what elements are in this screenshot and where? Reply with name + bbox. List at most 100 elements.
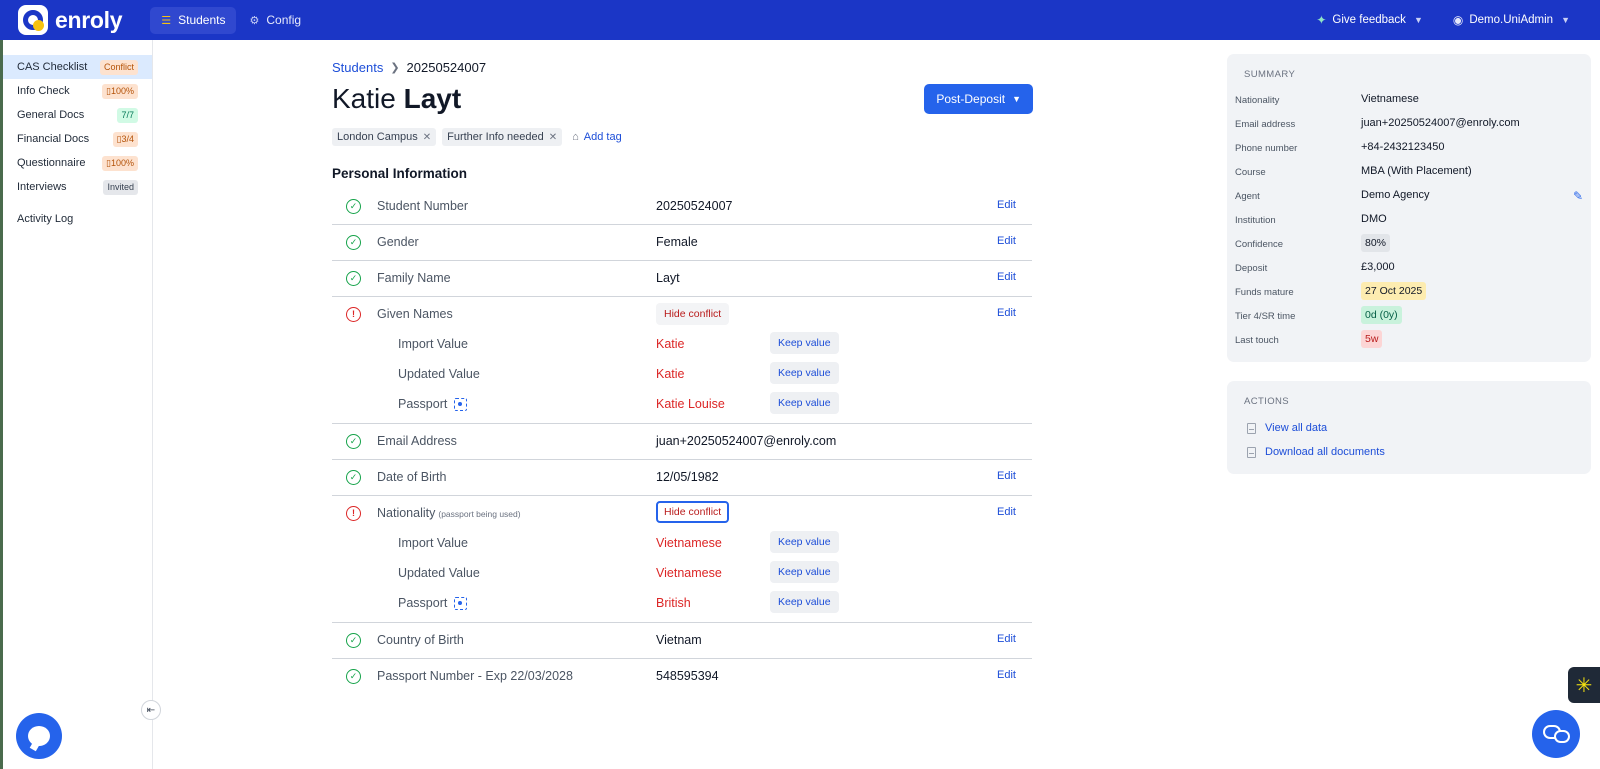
check-circle-icon: ✓ — [346, 271, 361, 286]
source-value: Katie — [656, 337, 685, 351]
summary-value: 0d (0y) — [1361, 306, 1402, 324]
check-circle-icon: ✓ — [346, 669, 361, 684]
edit-link[interactable]: Edit — [997, 470, 1016, 482]
field-row-email: ✓ Email Address juan+20250524007@enroly.… — [332, 424, 1032, 460]
keep-value-button[interactable]: Keep value — [770, 362, 839, 384]
summary-value: DMO — [1361, 213, 1387, 225]
tag-further-info: Further Info needed ✕ — [442, 128, 563, 146]
edit-link[interactable]: Edit — [997, 271, 1016, 283]
document-icon — [1247, 422, 1256, 434]
field-value: Layt — [656, 271, 680, 285]
field-value: 548595394 — [656, 669, 719, 683]
summary-key: Course — [1235, 167, 1266, 178]
field-note: (passport being used) — [438, 509, 521, 519]
field-row-gender: ✓ Gender Female Edit — [332, 225, 1032, 261]
source-label: Updated Value — [398, 566, 480, 580]
breadcrumb-current: 20250524007 — [406, 60, 487, 75]
check-circle-icon: ✓ — [346, 235, 361, 250]
edit-link[interactable]: Edit — [997, 669, 1016, 681]
sparkle-widget-icon[interactable]: ✳ — [1568, 667, 1600, 703]
field-label: Country of Birth — [377, 633, 464, 647]
sidebar-item-activity-log[interactable]: Activity Log — [3, 207, 152, 231]
source-label: Import Value — [398, 337, 468, 351]
hide-conflict-button[interactable]: Hide conflict — [656, 501, 730, 523]
stage-dropdown-button[interactable]: Post-Deposit ▼ — [924, 84, 1033, 114]
edit-link[interactable]: Edit — [997, 235, 1016, 247]
source-label: Passport — [398, 397, 468, 411]
personal-info-list: ✓ Student Number 20250524007 Edit ✓ Gend… — [332, 189, 1032, 695]
field-row-student-number: ✓ Student Number 20250524007 Edit — [332, 189, 1032, 225]
summary-row-course: Course MBA (With Placement) — [1235, 163, 1575, 183]
status-badge: Invited — [103, 179, 138, 195]
student-first-name: Katie — [332, 83, 396, 114]
sidebar-item-questionnaire[interactable]: Questionnaire ▯100% — [3, 151, 152, 175]
status-badge-text: 100% — [110, 85, 134, 96]
summary-row-deposit: Deposit £3,000 — [1235, 259, 1575, 279]
edit-agent-icon[interactable]: ✎ — [1572, 189, 1583, 203]
field-label: Email Address — [377, 434, 457, 448]
keep-value-button[interactable]: Keep value — [770, 392, 839, 414]
sidebar-item-financial-docs[interactable]: Financial Docs ▯3/4 — [3, 127, 152, 151]
field-row-nationality: ! Nationality (passport being used) Hide … — [332, 496, 1032, 623]
keep-value-button[interactable]: Keep value — [770, 531, 839, 553]
sidebar-item-general-docs[interactable]: General Docs 7/7 — [3, 103, 152, 127]
main-content: Students ❯ 20250524007 Katie Layt Post-D… — [332, 40, 1033, 695]
chevron-down-icon: ▼ — [1413, 15, 1423, 25]
keep-value-button[interactable]: Keep value — [770, 591, 839, 613]
sidebar-item-interviews[interactable]: Interviews Invited — [3, 175, 152, 199]
add-tag-button[interactable]: ⌂ Add tag — [572, 131, 622, 143]
chat-icon-back — [1554, 730, 1570, 743]
add-tag-label: Add tag — [583, 131, 622, 143]
breadcrumb-students-link[interactable]: Students — [332, 60, 384, 75]
edit-link[interactable]: Edit — [997, 199, 1016, 211]
source-value: Vietnamese — [656, 566, 722, 580]
sidebar: CAS Checklist Conflict Info Check ▯100% … — [3, 40, 153, 769]
source-value: Katie — [656, 367, 685, 381]
nav-students-label: Students — [178, 13, 226, 27]
passport-scan-icon[interactable] — [454, 397, 468, 411]
edit-link[interactable]: Edit — [997, 307, 1016, 319]
summary-row-funds-mature: Funds mature 27 Oct 2025 — [1235, 282, 1575, 303]
sidebar-item-label: Questionnaire — [17, 157, 86, 169]
field-label: Given Names — [377, 307, 453, 321]
edit-link[interactable]: Edit — [997, 633, 1016, 645]
edit-link[interactable]: Edit — [997, 506, 1016, 518]
summary-row-phone: Phone number +84-2432123450 — [1235, 139, 1575, 159]
summary-key: Phone number — [1235, 143, 1298, 154]
hide-conflict-button[interactable]: Hide conflict — [656, 303, 730, 325]
summary-row-nationality: Nationality Vietnamese — [1235, 91, 1575, 111]
sidebar-item-info-check[interactable]: Info Check ▯100% — [3, 79, 152, 103]
keep-value-button[interactable]: Keep value — [770, 332, 839, 354]
remove-tag-icon[interactable]: ✕ — [548, 131, 558, 143]
conflict-source-row: Passport Katie Louise Keep value — [332, 389, 1032, 419]
chat-launcher-right[interactable] — [1532, 710, 1580, 758]
sidebar-item-cas-checklist[interactable]: CAS Checklist Conflict — [3, 55, 152, 79]
summary-row-confidence: Confidence 80% — [1235, 234, 1575, 255]
document-icon — [1247, 446, 1256, 458]
view-all-data-link[interactable]: View all data — [1247, 422, 1327, 434]
students-icon: ☰ — [161, 14, 172, 27]
document-icon: ▯ — [106, 157, 111, 168]
collapse-icon: ⇤ — [146, 704, 156, 716]
brand-logo[interactable]: enroly — [18, 5, 123, 35]
passport-scan-icon[interactable] — [454, 596, 468, 610]
status-badge: ▯100% — [102, 155, 138, 171]
summary-key: Last touch — [1235, 335, 1279, 346]
download-all-documents-link[interactable]: Download all documents — [1247, 446, 1385, 458]
summary-row-agent: Agent Demo Agency ✎ — [1235, 187, 1583, 207]
nav-config[interactable]: ⚙ Config — [238, 7, 312, 34]
last-touch-pill: 5w — [1361, 330, 1383, 348]
conflict-source-row: Passport British Keep value — [332, 588, 1032, 618]
action-label: View all data — [1265, 422, 1328, 434]
collapse-sidebar-button[interactable]: ⇤ — [141, 700, 161, 720]
nav-students[interactable]: ☰ Students — [150, 6, 237, 34]
user-menu[interactable]: ◉ Demo.UniAdmin ▼ — [1453, 13, 1570, 27]
summary-value: 80% — [1361, 234, 1391, 252]
field-label: Family Name — [377, 271, 451, 285]
enroly-logo-icon — [18, 5, 48, 35]
document-icon: ▯ — [116, 133, 122, 144]
remove-tag-icon[interactable]: ✕ — [422, 131, 432, 143]
give-feedback-menu[interactable]: ✦ Give feedback ▼ — [1316, 13, 1423, 27]
chat-launcher-left[interactable] — [16, 713, 62, 759]
keep-value-button[interactable]: Keep value — [770, 561, 839, 583]
